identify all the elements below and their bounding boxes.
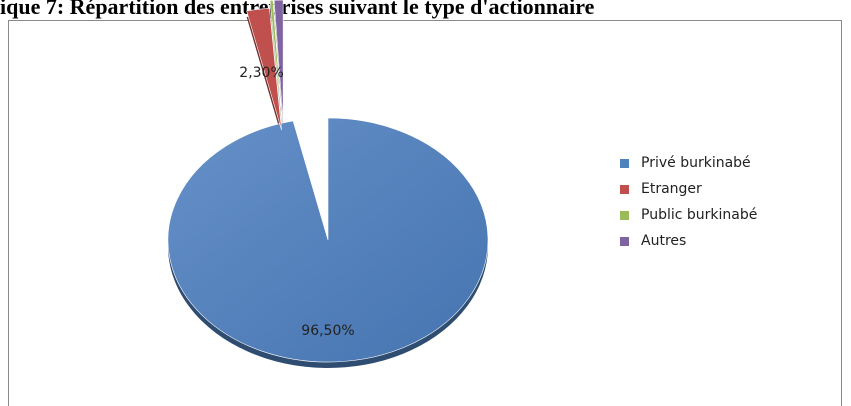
pie-slice-etranger-depth	[246, 14, 282, 137]
legend-item-autres: Autres	[620, 228, 757, 254]
pie-data-labels: 96,50% 2,30%	[239, 65, 354, 339]
legend-swatch	[620, 236, 629, 246]
pie-slices	[167, 0, 489, 363]
legend-label: Etranger	[641, 181, 702, 197]
legend-swatch	[620, 184, 629, 194]
chart-frame	[8, 20, 842, 406]
legend-label: Privé burkinabé	[641, 155, 751, 171]
pie-slice-etranger	[246, 8, 282, 131]
legend-swatch	[620, 210, 629, 220]
legend-label: Public burkinabé	[641, 207, 758, 223]
legend-item-etranger: Etranger	[620, 176, 757, 202]
pie-slice-public-burkinabe-depth	[269, 6, 283, 129]
pie-slice-prive-burkinabe	[167, 117, 489, 363]
legend-swatch	[620, 158, 629, 168]
chart-title: ique 7: Répartition des entreprises suiv…	[0, 0, 595, 19]
legend-item-prive-burkinabe: Privé burkinabé	[620, 150, 757, 176]
pie-slice-public-burkinabe	[269, 0, 283, 123]
legend: Privé burkinabé Etranger Public burkinabé A…	[620, 150, 757, 254]
data-label-prive-burkinabe: 96,50%	[301, 323, 354, 339]
legend-item-public-burkinabe: Public burkinabé	[620, 202, 757, 228]
data-label-etranger: 2,30%	[239, 65, 283, 81]
legend-label: Autres	[641, 233, 687, 249]
pie-slice-autres	[273, 0, 284, 123]
